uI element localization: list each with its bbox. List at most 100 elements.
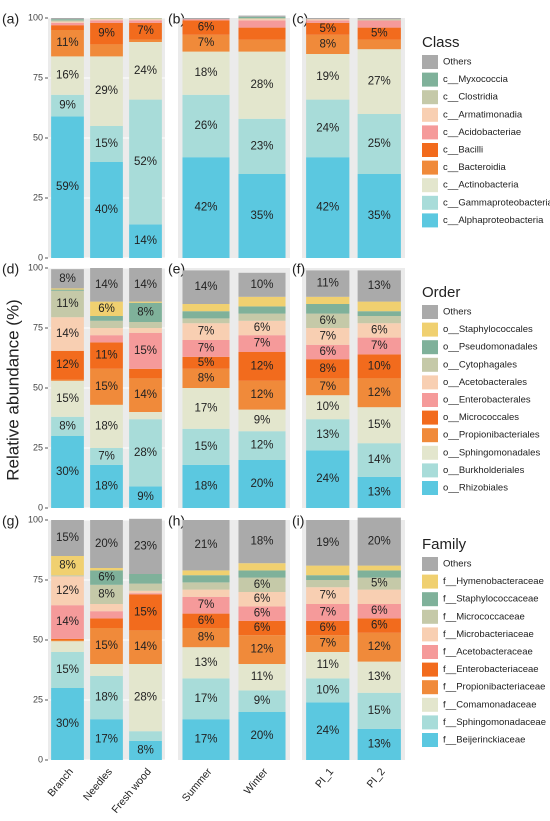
value-label: 6% [319,315,336,327]
legend-swatch [422,357,438,372]
value-label: 6% [319,346,336,358]
value-label: 17% [194,402,217,414]
y-tick-label: 75 [33,574,43,584]
bar-segment [51,576,84,606]
value-label: 8% [319,38,336,50]
bar-segment [129,486,162,508]
value-label: 13% [194,657,217,669]
value-label: 7% [198,599,215,611]
bar-segment [182,647,230,679]
bar-segment [182,34,230,52]
bar-segment [182,628,230,648]
bar-segment [129,99,162,225]
bar-segment [90,22,123,45]
legend-label: Others [443,559,472,570]
x-tick-label: PI_2 [365,766,388,790]
value-label: 11% [95,350,117,362]
legend-title: Family [422,536,467,553]
legend-label: f__Acetobacteraceae [443,647,533,658]
bar-segment [306,565,350,576]
bar-segment [306,580,350,588]
legend-label: c__Bacilli [443,145,483,156]
bar-segment [306,22,350,35]
bar-segment [129,368,162,379]
value-label: 12% [368,641,391,653]
bar-segment [357,378,401,408]
bar-segment [90,584,123,604]
y-axis-label: Relative abundance (%) [3,299,22,480]
panel-label: (e) [168,261,185,277]
bar-segment [306,378,350,396]
bar-segment [51,25,84,30]
legend-label: f__Staphylococcaceae [443,594,539,605]
y-tick-label: 25 [33,442,43,452]
bar-segment [182,582,230,590]
legend-label: o__Propionibacteriales [443,430,540,441]
bar-segment [238,335,286,352]
value-label: 6% [254,322,271,334]
value-label: 19% [316,71,339,83]
bar-segment [182,318,230,324]
bar-segment [306,328,350,345]
bar-segment [357,18,401,20]
bar-segment [357,27,401,40]
value-label: 12% [56,359,79,371]
x-tick-label: Needles [81,766,115,803]
value-label: 13% [368,738,391,750]
bar-segment [182,388,230,429]
bar-segment [129,20,162,23]
bar-segment [51,605,84,639]
bar-segment [238,431,286,460]
bar-segment [306,19,350,21]
value-label: 24% [316,725,339,737]
value-label: 14% [134,279,157,291]
bar-segment [238,39,286,52]
bar-segment [306,587,350,604]
bar-segment [238,320,286,336]
legend-swatch [422,463,438,478]
value-label: 15% [95,138,118,150]
bar-segment [238,606,286,621]
bar-segment [51,641,84,652]
bar-segment [90,328,123,336]
legend-label: o__Sphingomonadales [443,447,540,458]
legend-swatch [422,195,438,210]
legend-swatch [422,609,438,624]
bar-segment [306,20,350,23]
value-label: 15% [56,532,79,544]
bar-segment [182,356,230,369]
bar-segment [51,436,84,508]
bar-segment [90,520,123,568]
bar-segment [238,635,286,664]
bar-segment [306,702,350,760]
value-label: 6% [254,593,271,605]
legend-swatch [422,627,438,642]
bar-segment [357,632,401,662]
value-label: 12% [56,585,79,597]
bar-segment [182,311,230,319]
legend-label: c__Alphaproteobacteria [443,215,544,226]
bar-segment [129,301,162,303]
value-label: 17% [95,734,118,746]
bar-segment [182,520,230,571]
bar-segment [51,575,84,577]
bar-segment [51,416,84,436]
bar-segment [90,568,123,571]
value-label: 13% [316,429,339,441]
bar-segment [90,464,123,508]
bar-segment [182,719,230,760]
value-label: 28% [250,79,273,91]
bar-segment [306,604,350,621]
bar-segment [238,620,286,636]
value-label: 13% [368,280,391,292]
bar-segment [357,618,401,633]
value-label: 18% [95,480,118,492]
panel-label: (h) [168,513,185,529]
value-label: 15% [56,664,79,676]
value-label: 13% [368,671,391,683]
value-label: 19% [316,537,339,549]
legend-swatch [422,322,438,337]
legend-title: Class [422,34,460,51]
value-label: 30% [56,718,79,730]
bar-segment [306,99,350,158]
